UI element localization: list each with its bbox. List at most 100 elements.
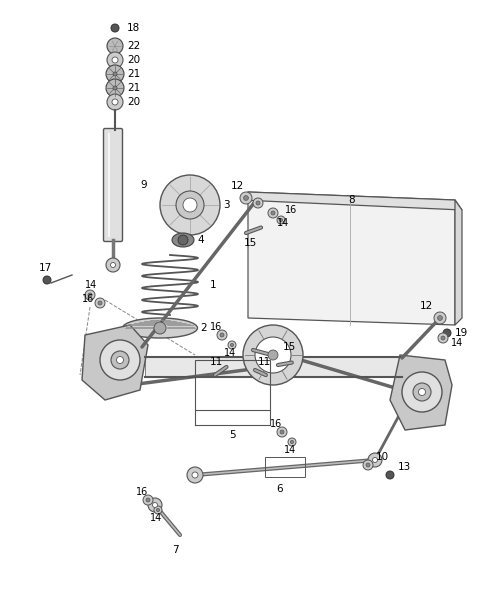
Circle shape bbox=[43, 276, 51, 284]
Text: 21: 21 bbox=[127, 83, 140, 93]
Circle shape bbox=[106, 65, 124, 83]
Circle shape bbox=[366, 463, 370, 467]
Circle shape bbox=[230, 343, 234, 347]
Circle shape bbox=[88, 293, 92, 297]
Circle shape bbox=[148, 498, 162, 512]
Circle shape bbox=[154, 506, 162, 514]
Text: 15: 15 bbox=[283, 342, 296, 352]
Text: 7: 7 bbox=[172, 545, 178, 555]
Polygon shape bbox=[241, 192, 462, 210]
Text: 6: 6 bbox=[276, 484, 283, 494]
Circle shape bbox=[106, 79, 124, 97]
Circle shape bbox=[178, 235, 188, 245]
Circle shape bbox=[443, 329, 451, 337]
Circle shape bbox=[187, 467, 203, 483]
Circle shape bbox=[111, 24, 119, 32]
Text: 9: 9 bbox=[140, 180, 146, 190]
Text: 11: 11 bbox=[258, 357, 271, 367]
Circle shape bbox=[107, 94, 123, 110]
Polygon shape bbox=[248, 192, 455, 325]
Circle shape bbox=[255, 337, 291, 373]
Circle shape bbox=[110, 262, 116, 268]
Text: 15: 15 bbox=[244, 238, 257, 248]
Circle shape bbox=[192, 472, 198, 478]
Text: 14: 14 bbox=[277, 218, 289, 228]
Text: 16: 16 bbox=[210, 322, 222, 332]
Circle shape bbox=[368, 453, 382, 467]
Circle shape bbox=[413, 383, 431, 401]
Polygon shape bbox=[145, 357, 402, 377]
Text: 8: 8 bbox=[348, 195, 355, 205]
Circle shape bbox=[288, 438, 296, 446]
Text: 12: 12 bbox=[420, 301, 433, 311]
Polygon shape bbox=[455, 200, 462, 325]
Circle shape bbox=[143, 495, 153, 505]
Text: 10: 10 bbox=[376, 452, 389, 462]
Text: 11: 11 bbox=[210, 357, 223, 367]
Circle shape bbox=[95, 298, 105, 308]
Circle shape bbox=[419, 388, 425, 396]
Circle shape bbox=[438, 315, 443, 320]
Circle shape bbox=[228, 341, 236, 349]
Text: 20: 20 bbox=[127, 55, 140, 65]
Circle shape bbox=[220, 333, 224, 337]
FancyBboxPatch shape bbox=[104, 128, 122, 241]
Text: 22: 22 bbox=[127, 41, 140, 51]
Circle shape bbox=[111, 351, 129, 369]
Text: 16: 16 bbox=[270, 419, 282, 429]
Circle shape bbox=[363, 460, 373, 470]
Circle shape bbox=[160, 175, 220, 235]
Circle shape bbox=[112, 99, 118, 105]
Circle shape bbox=[290, 440, 294, 444]
Circle shape bbox=[277, 427, 287, 437]
Circle shape bbox=[271, 211, 275, 215]
Text: 17: 17 bbox=[39, 263, 52, 273]
Circle shape bbox=[107, 38, 123, 54]
Circle shape bbox=[279, 218, 283, 221]
Circle shape bbox=[117, 356, 123, 364]
Text: 3: 3 bbox=[223, 200, 229, 210]
Text: 14: 14 bbox=[224, 348, 236, 358]
Circle shape bbox=[107, 52, 123, 68]
Circle shape bbox=[154, 322, 166, 334]
Text: 14: 14 bbox=[85, 280, 97, 290]
Text: 16: 16 bbox=[136, 487, 148, 497]
Circle shape bbox=[100, 340, 140, 380]
Circle shape bbox=[156, 508, 159, 511]
Circle shape bbox=[146, 498, 150, 502]
Text: 20: 20 bbox=[127, 97, 140, 107]
Text: 14: 14 bbox=[284, 445, 296, 455]
Circle shape bbox=[106, 258, 120, 272]
Text: 14: 14 bbox=[150, 513, 162, 523]
Circle shape bbox=[85, 290, 95, 300]
Text: 4: 4 bbox=[197, 235, 204, 245]
Circle shape bbox=[280, 430, 284, 434]
Polygon shape bbox=[390, 355, 452, 430]
Text: 21: 21 bbox=[127, 69, 140, 79]
Text: 19: 19 bbox=[455, 328, 468, 338]
Circle shape bbox=[268, 208, 278, 218]
Circle shape bbox=[113, 72, 117, 76]
Circle shape bbox=[277, 216, 285, 224]
Circle shape bbox=[112, 57, 118, 63]
Circle shape bbox=[441, 336, 445, 340]
Circle shape bbox=[253, 198, 263, 208]
Circle shape bbox=[153, 502, 157, 508]
Circle shape bbox=[372, 458, 377, 463]
Text: 14: 14 bbox=[451, 338, 463, 348]
Circle shape bbox=[438, 333, 448, 343]
Text: 16: 16 bbox=[82, 294, 94, 304]
Circle shape bbox=[113, 86, 117, 90]
Circle shape bbox=[98, 301, 102, 305]
Text: 5: 5 bbox=[228, 430, 235, 440]
Circle shape bbox=[183, 198, 197, 212]
Circle shape bbox=[434, 312, 446, 324]
Ellipse shape bbox=[172, 233, 194, 247]
Circle shape bbox=[386, 471, 394, 479]
Text: 12: 12 bbox=[231, 181, 244, 191]
Polygon shape bbox=[82, 325, 148, 400]
Ellipse shape bbox=[122, 318, 197, 338]
Circle shape bbox=[256, 201, 260, 205]
Circle shape bbox=[402, 372, 442, 412]
Circle shape bbox=[176, 191, 204, 219]
